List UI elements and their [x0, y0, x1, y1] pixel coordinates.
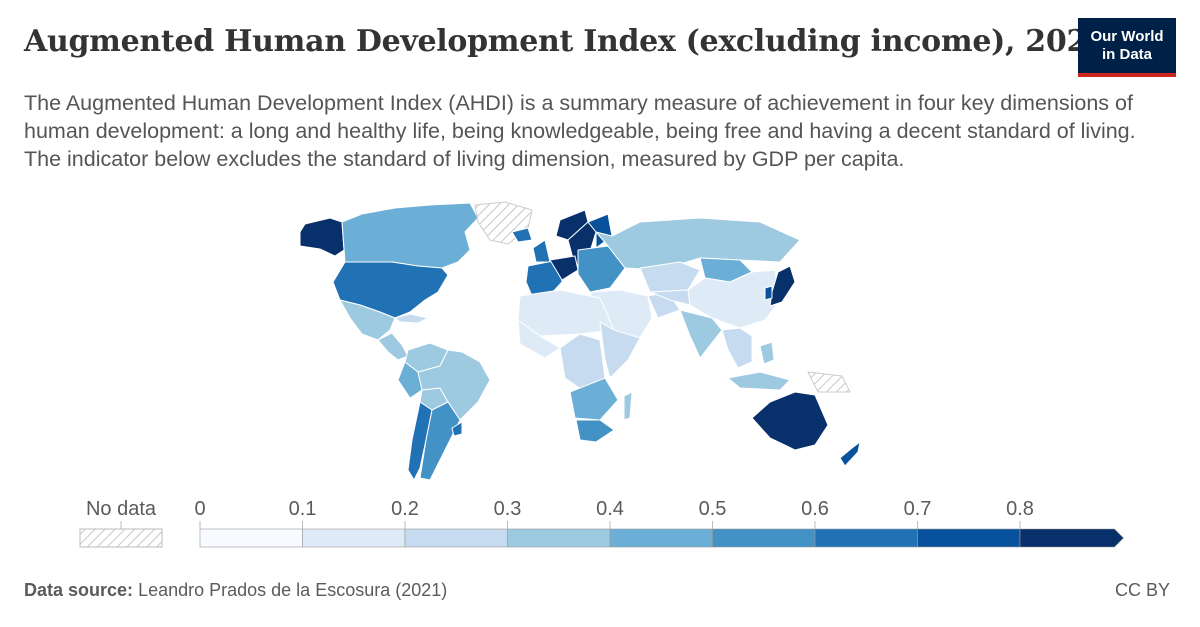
region-united-kingdom[interactable]: [532, 239, 551, 263]
legend-bin-5[interactable]: [712, 528, 816, 548]
region-canada[interactable]: [299, 217, 345, 257]
region-south-korea[interactable]: [764, 285, 773, 301]
legend-tick-label: 0.1: [289, 498, 317, 520]
legend-tick-label: 0.5: [699, 498, 727, 520]
no-data-label: No data: [86, 498, 157, 520]
data-source: Data source: Leandro Prados de la Escosu…: [24, 580, 447, 601]
legend-bin-3[interactable]: [507, 528, 611, 548]
legend-bin-2[interactable]: [404, 528, 508, 548]
region-kazakhstan[interactable]: [639, 261, 701, 293]
region-mexico[interactable]: [339, 299, 396, 341]
legend-bin-0[interactable]: [199, 528, 303, 548]
region-india[interactable]: [679, 309, 723, 359]
legend-tick-label: 0: [194, 498, 205, 520]
chart-title: Augmented Human Development Index (exclu…: [24, 24, 1108, 59]
region-peru[interactable]: [397, 361, 423, 399]
region-southern-africa[interactable]: [569, 377, 619, 421]
region-australia[interactable]: [751, 391, 829, 451]
region-uruguay[interactable]: [451, 421, 463, 437]
region-alaska-usa[interactable]: [341, 202, 479, 269]
region-madagascar[interactable]: [623, 391, 633, 421]
no-data-swatch: [79, 528, 163, 548]
world-map: [299, 201, 861, 481]
region-west-africa[interactable]: [517, 319, 561, 359]
legend-tick-label: 0.2: [391, 498, 419, 520]
legend-tick-label: 0.6: [801, 498, 829, 520]
region-russia[interactable]: [595, 217, 801, 271]
region-central-america[interactable]: [377, 332, 409, 361]
legend-bin-6[interactable]: [814, 528, 918, 548]
region-east-africa[interactable]: [599, 321, 641, 379]
region-western-europe[interactable]: [525, 259, 563, 297]
data-source-text: Leandro Prados de la Escosura (2021): [138, 580, 448, 600]
legend-bin-8[interactable]: [1019, 528, 1124, 548]
legend-tick-label: 0.3: [494, 498, 522, 520]
color-legend: No data 0 0.1 0.2 0.3 0.4 0.5 0.6 0.7 0.8: [79, 498, 1124, 548]
legend-tick-label: 0.4: [596, 498, 624, 520]
region-southeast-asia[interactable]: [721, 327, 753, 369]
region-philippines[interactable]: [759, 341, 775, 365]
no-data-legend: No data: [79, 498, 163, 548]
region-brazil[interactable]: [417, 349, 491, 421]
legend-bin-4[interactable]: [609, 528, 713, 548]
logo-line-2: in Data: [1101, 46, 1152, 63]
legend-bin-7[interactable]: [917, 528, 1021, 548]
legend-tick-label: 0.8: [1006, 498, 1034, 520]
legend-tick-label: 0.7: [904, 498, 932, 520]
license: CC BY: [1114, 580, 1170, 600]
region-cuba[interactable]: [394, 313, 429, 324]
data-source-label: Data source:: [24, 580, 134, 600]
region-indonesia[interactable]: [727, 371, 791, 391]
owid-logo[interactable]: Our World in Data: [1078, 18, 1176, 77]
region-argentina[interactable]: [419, 401, 461, 481]
region-new-zealand[interactable]: [839, 441, 861, 467]
region-south-africa[interactable]: [575, 419, 615, 443]
region-central-asia[interactable]: [649, 289, 691, 306]
region-papua-new-guinea[interactable]: [807, 371, 851, 393]
logo-line-1: Our World: [1090, 28, 1164, 45]
chart-subtitle: The Augmented Human Development Index (A…: [24, 91, 1136, 171]
region-iceland[interactable]: [511, 227, 533, 243]
legend-bin-1[interactable]: [302, 528, 406, 548]
